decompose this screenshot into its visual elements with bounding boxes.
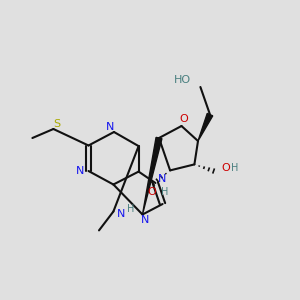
Polygon shape [198, 113, 213, 141]
Polygon shape [142, 137, 162, 214]
Text: N: N [106, 122, 115, 132]
Text: N: N [158, 174, 166, 184]
Text: S: S [53, 118, 60, 129]
Text: N: N [76, 166, 84, 176]
Text: H: H [127, 203, 134, 214]
Text: O: O [221, 163, 230, 173]
Text: O: O [147, 187, 156, 197]
Text: HO: HO [174, 75, 191, 85]
Text: H: H [231, 163, 238, 173]
Text: N: N [116, 209, 125, 219]
Text: H: H [161, 187, 169, 197]
Text: N: N [141, 215, 150, 225]
Text: O: O [179, 113, 188, 124]
